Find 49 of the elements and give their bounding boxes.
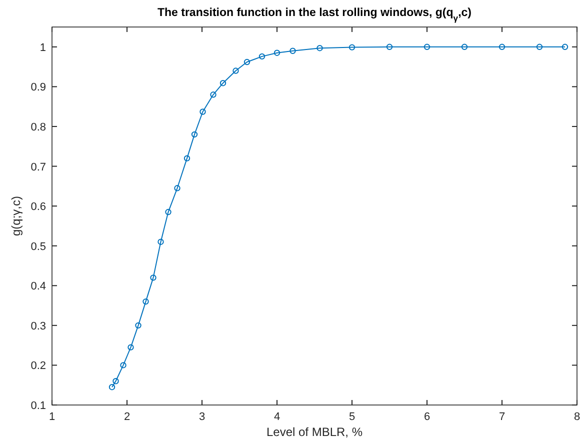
point bbox=[316, 44, 323, 52]
point bbox=[386, 44, 393, 50]
point bbox=[200, 108, 206, 115]
x-tick-label: 5 bbox=[348, 411, 356, 423]
point bbox=[150, 274, 156, 281]
point bbox=[461, 44, 468, 50]
point bbox=[290, 48, 296, 54]
point bbox=[128, 344, 134, 350]
point bbox=[258, 53, 266, 60]
point bbox=[232, 68, 239, 74]
y-tick-label: 0.4 bbox=[30, 280, 46, 293]
point bbox=[142, 298, 149, 305]
point bbox=[274, 50, 280, 56]
y-tick-label: 0.7 bbox=[30, 161, 46, 174]
point bbox=[220, 80, 226, 86]
point bbox=[562, 44, 568, 50]
point bbox=[536, 44, 543, 50]
chart-title: The transition function in the last rolling windows, g(q$_{γ}$,c) bbox=[157, 7, 472, 23]
x-tick-label: 1 bbox=[48, 411, 56, 423]
point bbox=[112, 378, 119, 384]
x-tick-label: 4 bbox=[274, 411, 280, 423]
y-tick-label: 1 bbox=[40, 42, 46, 54]
point bbox=[135, 322, 142, 329]
x-tick-label: 2 bbox=[124, 411, 130, 423]
point bbox=[244, 58, 250, 66]
y-tick-label: 0.8 bbox=[30, 121, 46, 134]
y-tick-label: 0.9 bbox=[30, 82, 46, 94]
y-tick-label: 0.6 bbox=[30, 201, 46, 214]
point bbox=[210, 92, 216, 98]
y-tick-label: 0.2 bbox=[30, 360, 46, 372]
point bbox=[191, 131, 198, 138]
point bbox=[348, 44, 356, 50]
point bbox=[165, 208, 172, 216]
point bbox=[184, 155, 190, 162]
x-tick-label: 6 bbox=[424, 411, 430, 423]
point bbox=[108, 384, 116, 390]
x-tick-label: 8 bbox=[574, 411, 580, 423]
y-tick-label: 0.5 bbox=[30, 240, 46, 253]
point bbox=[158, 238, 164, 245]
x-axis-title: Level of MBLR, % bbox=[266, 425, 363, 439]
point bbox=[498, 44, 506, 50]
x-tick-label: 3 bbox=[198, 411, 206, 423]
y-tick-label: 0.3 bbox=[30, 320, 46, 332]
point bbox=[424, 44, 430, 50]
point bbox=[174, 185, 180, 192]
y-axis-title: g(q;γ,c) bbox=[9, 196, 23, 236]
point bbox=[120, 362, 126, 368]
y-tick-label: 0.1 bbox=[30, 400, 46, 412]
x-tick-label: 7 bbox=[498, 411, 506, 423]
